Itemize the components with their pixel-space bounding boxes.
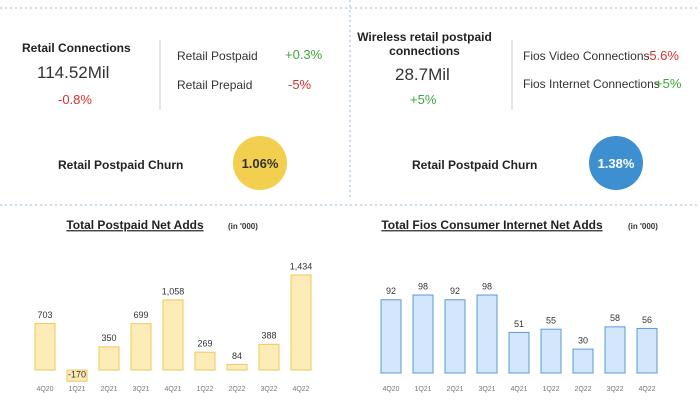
kpi-change: -0.8%: [58, 92, 92, 107]
bar: [66, 369, 88, 382]
bar: [572, 348, 594, 374]
kpi-change: +5%: [410, 92, 437, 107]
item-label: Retail Prepaid: [177, 78, 253, 92]
value-label: 350: [101, 333, 116, 343]
x-tick-label: 4Q22: [638, 386, 655, 393]
value-label: 58: [610, 313, 620, 323]
value-label: 269: [197, 339, 212, 349]
value-label: 30: [578, 335, 588, 345]
bar: [380, 299, 402, 374]
bar: [604, 326, 626, 374]
chart-subtitle: (in '000): [228, 222, 258, 231]
kpi-title: Retail Connections: [22, 41, 131, 55]
bar: [130, 323, 152, 371]
value-label: 388: [261, 331, 276, 341]
value-label: 56: [642, 315, 652, 325]
bar: [444, 299, 466, 374]
item-change: +5%: [655, 76, 682, 91]
x-tick-label: 3Q22: [606, 386, 623, 393]
x-tick-label: 2Q22: [574, 386, 591, 393]
bar: [290, 274, 312, 371]
value-label: 51: [514, 319, 524, 329]
bar: [636, 327, 658, 374]
item-label: Fios Internet Connections: [523, 77, 660, 91]
value-label: 1,434: [290, 261, 313, 271]
churn-label: Retail Postpaid Churn: [412, 158, 538, 172]
x-tick-label: 1Q21: [68, 386, 85, 393]
x-tick-label: 4Q20: [382, 386, 399, 393]
chart-title: Total Fios Consumer Internet Net Adds: [381, 218, 603, 232]
x-tick-label: 4Q22: [292, 386, 309, 393]
chart-subtitle: (in '000): [628, 222, 658, 231]
x-tick-label: 3Q21: [132, 386, 149, 393]
value-label: 55: [546, 316, 556, 326]
value-label: 84: [232, 351, 242, 361]
churn-label: Retail Postpaid Churn: [58, 158, 184, 172]
x-tick-label: 4Q20: [36, 386, 53, 393]
value-label: -170: [68, 369, 86, 379]
value-label: 92: [386, 286, 396, 296]
chart-title: Total Postpaid Net Adds: [66, 218, 204, 232]
bar: [540, 328, 562, 374]
value-label: 699: [133, 310, 148, 320]
x-tick-label: 4Q21: [510, 386, 527, 393]
x-tick-label: 2Q21: [446, 386, 463, 393]
bar: [98, 346, 120, 371]
x-tick-label: 1Q22: [196, 386, 213, 393]
bar: [476, 294, 498, 374]
bar: [508, 331, 530, 374]
x-tick-label: 1Q21: [414, 386, 431, 393]
bar: [194, 351, 216, 371]
item-change: +0.3%: [285, 47, 323, 62]
value-label: 98: [418, 281, 428, 291]
x-tick-label: 4Q21: [164, 386, 181, 393]
value-label: 92: [450, 286, 460, 296]
churn-value: 1.06%: [233, 136, 287, 190]
kpi-title: Wireless retail postpaid connections: [357, 30, 492, 58]
value-label: 1,058: [162, 286, 185, 296]
value-label: 703: [37, 310, 52, 320]
bar: [34, 322, 56, 371]
x-tick-label: 1Q22: [542, 386, 559, 393]
x-tick-label: 2Q22: [228, 386, 245, 393]
item-label: Retail Postpaid: [177, 49, 258, 63]
bar: [412, 294, 434, 374]
value-label: 98: [482, 281, 492, 291]
churn-value: 1.38%: [589, 136, 643, 190]
bar: [162, 299, 184, 371]
bar: [226, 363, 248, 371]
kpi-value: 114.52Mil: [37, 63, 110, 82]
x-tick-label: 3Q22: [260, 386, 277, 393]
kpi-value: 28.7Mil: [395, 65, 450, 84]
x-tick-label: 3Q21: [478, 386, 495, 393]
x-tick-label: 2Q21: [100, 386, 117, 393]
item-change: -5%: [288, 77, 312, 92]
bar: [258, 343, 280, 371]
item-change: -5.6%: [645, 48, 679, 63]
item-label: Fios Video Connections: [523, 49, 650, 63]
